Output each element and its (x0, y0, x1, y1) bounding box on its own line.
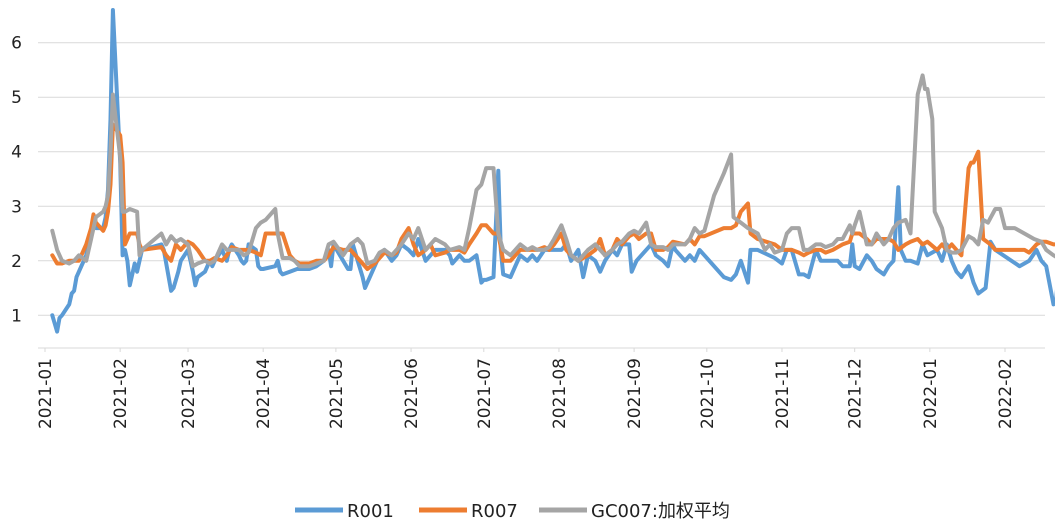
y-axis-ticks: 1 2 3 4 5 6 (11, 34, 22, 327)
x-tick-label: 2021-10 (698, 358, 718, 429)
y-tick-label: 6 (11, 34, 22, 54)
x-tick-label: 2022-02 (996, 358, 1016, 429)
x-tick-label: 2022-01 (921, 358, 941, 429)
series-line-1 (50, 8, 1055, 334)
series-line-2 (50, 122, 1055, 271)
legend-label: GC007:加权平均 (591, 501, 730, 521)
y-tick-label: 3 (11, 197, 22, 217)
series-line-3 (50, 73, 1055, 269)
x-tick-label: 2021-07 (475, 358, 495, 429)
x-tick-label: 2021-06 (402, 358, 422, 429)
y-tick-label: 5 (11, 88, 22, 108)
x-tick-label: 2021-08 (550, 358, 570, 429)
x-tick-label: 2021-05 (327, 358, 347, 429)
x-tick-label: 2021-02 (111, 358, 131, 429)
x-tick-label: 2021-11 (773, 358, 793, 429)
x-tick-label: 2021-03 (179, 358, 199, 429)
x-tick-label: 2021-04 (254, 358, 274, 429)
legend-label: R001 (347, 501, 394, 521)
x-tick-label: 2021-12 (846, 358, 866, 429)
legend: R001 R007 GC007:加权平均 (295, 501, 730, 521)
series-lines (50, 8, 1055, 334)
y-tick-label: 4 (11, 143, 22, 163)
legend-label: R007 (471, 501, 518, 521)
y-tick-label: 2 (11, 252, 22, 272)
gridlines (38, 42, 1045, 316)
y-tick-label: 1 (11, 306, 22, 326)
x-axis-ticks: 2021-01 2021-02 2021-03 2021-04 2021-05 2021-… (36, 348, 1016, 429)
x-tick-label: 2021-09 (625, 358, 645, 429)
x-tick-label: 2021-01 (36, 358, 56, 429)
